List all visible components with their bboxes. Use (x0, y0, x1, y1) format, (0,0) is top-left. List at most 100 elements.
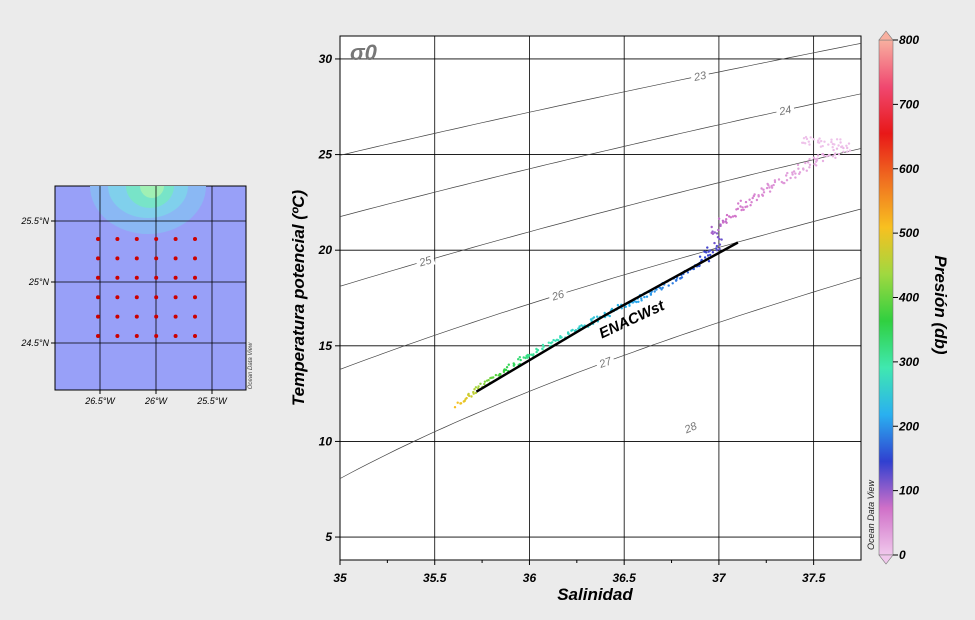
station-dot (173, 314, 178, 319)
data-point (667, 284, 670, 287)
data-point (512, 364, 515, 367)
isopycnal-line (340, 208, 861, 370)
station-dot (115, 334, 120, 338)
colorbar-tick-label: 300 (899, 355, 919, 369)
data-point (782, 181, 785, 185)
data-point (718, 243, 722, 246)
map-x-tick-label: 25.5°W (196, 396, 228, 406)
data-point (777, 178, 781, 181)
data-point (530, 353, 533, 356)
station-dot (96, 295, 100, 300)
data-point (547, 341, 550, 344)
data-point (686, 271, 690, 274)
data-point (830, 140, 833, 144)
data-point (571, 328, 574, 332)
data-point (527, 355, 530, 358)
data-point (848, 149, 852, 152)
data-point (643, 295, 646, 299)
data-point (742, 208, 745, 211)
data-point (535, 350, 538, 354)
data-point (492, 376, 495, 379)
station-dot (154, 275, 159, 280)
data-point (805, 137, 809, 141)
station-dot (96, 237, 100, 241)
data-point (659, 286, 662, 290)
y-axis-ticks: 5 10 15 20 25 30 (318, 52, 340, 544)
data-point (832, 148, 835, 152)
data-point (837, 153, 841, 156)
y-tick-label: 5 (325, 530, 332, 544)
data-point (624, 305, 627, 308)
data-point (700, 258, 703, 262)
map-y-tick-label: 25°N (28, 277, 50, 287)
station-dot (134, 237, 139, 241)
station-dot (193, 295, 197, 300)
data-point (791, 173, 794, 176)
station-dot (96, 275, 100, 280)
map-x-ticks: 26.5°W 26°W 25.5°W (84, 390, 228, 406)
odv-watermark: Ocean Data View (866, 480, 876, 550)
data-point (470, 395, 473, 398)
data-point (831, 146, 834, 149)
station-dot (96, 256, 100, 261)
data-point (709, 249, 712, 252)
data-point (517, 358, 520, 361)
data-point (505, 366, 509, 369)
data-point (675, 278, 678, 282)
data-point (773, 179, 777, 182)
data-point (809, 136, 812, 139)
data-point (473, 388, 476, 391)
data-point (596, 315, 599, 318)
station-dot (134, 256, 139, 261)
data-point (616, 303, 620, 307)
station-dot (173, 295, 178, 300)
map-y-tick-label: 25.5°N (20, 216, 49, 226)
station-dot (115, 295, 120, 300)
plot-area (339, 35, 862, 561)
data-point (645, 295, 649, 298)
data-point (819, 145, 823, 148)
data-point (816, 157, 819, 160)
data-point (524, 356, 527, 360)
data-point (499, 373, 502, 376)
data-point (761, 193, 764, 196)
x-axis-ticks: 35 35.5 36 36.5 37 37.5 (333, 560, 826, 585)
data-point (661, 286, 664, 289)
station-dot (193, 314, 197, 319)
colorbar-ticks: 0 100 200 300 400 500 600 700 800 (893, 33, 919, 562)
data-point (710, 231, 713, 235)
data-point (791, 171, 794, 174)
data-point (725, 218, 728, 221)
data-point (731, 215, 735, 218)
data-point (522, 356, 525, 359)
data-point (707, 260, 711, 263)
data-point (772, 183, 775, 187)
colorbar-tick-label: 0 (899, 548, 906, 562)
station-dot (115, 237, 120, 241)
y-tick-label: 30 (319, 52, 333, 66)
station-dot (193, 256, 197, 261)
data-point (541, 347, 544, 350)
data-point (820, 139, 823, 143)
data-point (746, 205, 749, 208)
data-point (821, 153, 824, 156)
colorbar: 0 100 200 300 400 500 600 700 800 Presión (db) O… (866, 30, 950, 565)
x-tick-label: 35.5 (423, 571, 447, 585)
data-point (671, 282, 674, 285)
station-dot (154, 237, 159, 241)
data-point (494, 373, 498, 377)
data-point (715, 247, 718, 250)
data-point (817, 139, 820, 142)
data-point (472, 390, 475, 394)
isopycnal-label-bg (679, 417, 702, 437)
colorbar-tick-label: 400 (898, 291, 919, 305)
data-point (785, 174, 788, 177)
data-point (807, 140, 810, 143)
data-point (792, 170, 796, 173)
data-point (459, 402, 462, 405)
data-point (519, 358, 522, 362)
data-point (717, 217, 721, 220)
x-tick-label: 36.5 (613, 571, 637, 585)
y-tick-label: 10 (319, 434, 333, 448)
